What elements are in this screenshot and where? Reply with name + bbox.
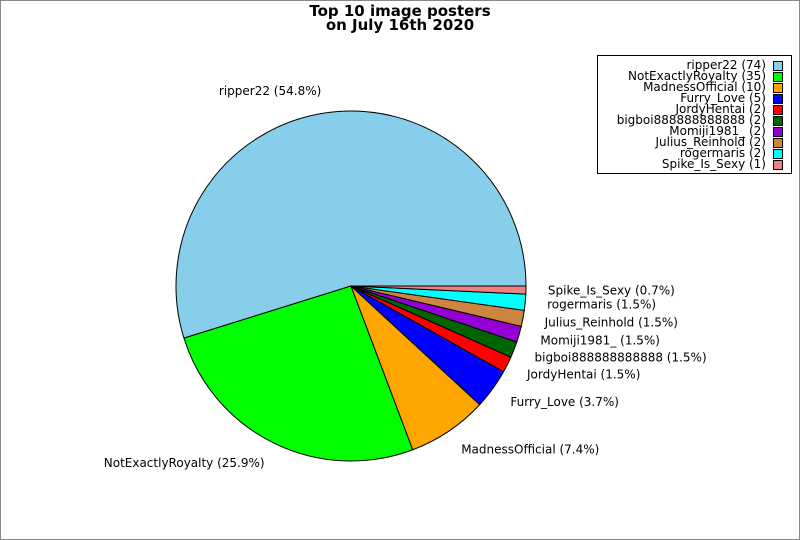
legend-item: JordyHentai (2) (675, 102, 783, 116)
legend-swatch (773, 137, 783, 148)
legend-label: NotExactlyRoyalty (35) (628, 69, 766, 83)
chart-title: Top 10 image posters on July 16th 2020 (1, 2, 799, 34)
legend-item: Julius_Reinhold (2) (655, 135, 783, 149)
legend-item: Furry_Love (5) (680, 91, 783, 105)
legend-swatch (773, 148, 783, 159)
legend-label: JordyHentai (2) (675, 102, 766, 116)
legend-swatch (773, 159, 783, 170)
legend-swatch (773, 93, 783, 104)
legend-item: rogermaris (2) (679, 146, 783, 160)
slice-label-rogermaris: rogermaris (1.5%) (547, 297, 656, 311)
legend-item: ripper22 (74) (686, 58, 783, 72)
legend-label: Spike_Is_Sexy (1) (661, 157, 766, 171)
slice-label-julius-reinhold: Julius_Reinhold (1.5%) (544, 316, 678, 330)
slice-label-ripper22: ripper22 (54.8%) (219, 84, 321, 98)
chart-title-line-1: Top 10 image posters (309, 2, 491, 20)
legend-swatch (773, 60, 783, 71)
legend-swatch (773, 115, 783, 126)
legend-swatch (773, 126, 783, 137)
legend-label: ripper22 (74) (686, 58, 766, 72)
legend-label: MadnessOfficial (10) (643, 80, 766, 94)
slice-label-notexactlyroyalty: NotExactlyRoyalty (25.9%) (104, 456, 265, 470)
legend-label: rogermaris (2) (679, 146, 766, 160)
legend-label: Julius_Reinhold (2) (655, 135, 766, 149)
slice-label-jordyhentai: JordyHentai (1.5%) (526, 367, 640, 381)
legend-item: bigboi888888888888 (2) (616, 113, 783, 127)
slice-label-momiji1981-: Momiji1981_ (1.5%) (540, 333, 660, 347)
pie-slice-notexactlyroyalty (183, 285, 414, 462)
slice-label-spike-is-sexy: Spike_Is_Sexy (0.7%) (548, 284, 675, 298)
legend-label: bigboi888888888888 (2) (616, 113, 766, 127)
legend-item: Momiji1981_ (2) (669, 124, 783, 138)
legend-label: Momiji1981_ (2) (669, 124, 766, 138)
legend-swatch (773, 104, 783, 115)
slice-label-bigboi888888888888: bigboi888888888888 (1.5%) (535, 351, 707, 365)
pie-slice-spike-is-sexy (350, 285, 527, 295)
slice-label-furry-love: Furry_Love (3.7%) (510, 395, 619, 409)
chart-title-line-2: on July 16th 2020 (325, 16, 475, 34)
legend-item: NotExactlyRoyalty (35) (628, 69, 783, 83)
legend-swatch (773, 71, 783, 82)
legend-label: Furry_Love (5) (680, 91, 766, 105)
slice-label-madnessofficial: MadnessOfficial (7.4%) (461, 442, 599, 456)
legend-item: Spike_Is_Sexy (1) (661, 157, 783, 171)
chart-legend: ripper22 (74) NotExactlyRoyalty (35) Madne… (597, 55, 792, 174)
legend-item: MadnessOfficial (10) (643, 80, 783, 94)
legend-swatch (773, 82, 783, 93)
pie-slice-ripper22 (175, 110, 527, 339)
